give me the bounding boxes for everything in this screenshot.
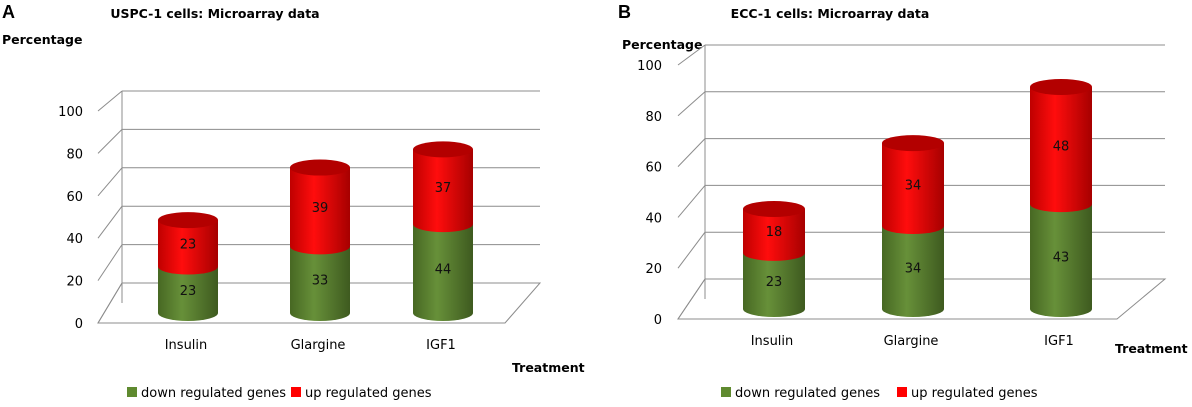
panel-b: B ECC-1 cells: Microarray data Percentag… xyxy=(618,2,1188,401)
side-wall-line xyxy=(97,129,123,154)
bar-value-label: 43 xyxy=(1053,251,1070,266)
category-labels: Insulin Glargine IGF1 xyxy=(751,334,1074,349)
legend-label: up regulated genes xyxy=(911,386,1038,401)
bar-segment xyxy=(290,246,350,321)
bar-value-label: 48 xyxy=(1053,140,1070,155)
bar-value-labels: 23 23 33 39 44 37 xyxy=(180,181,452,299)
bar-value-label: 37 xyxy=(435,181,452,196)
bar-value-label: 23 xyxy=(180,237,197,252)
category-label: Insulin xyxy=(751,334,794,349)
bar-segment xyxy=(743,252,805,317)
bar-value-label: 34 xyxy=(905,179,922,194)
side-wall-line xyxy=(677,185,706,218)
x-axis-title: Treatment xyxy=(1115,341,1188,356)
side-wall-line xyxy=(677,44,706,66)
floor xyxy=(97,282,542,324)
bar-value-labels: 23 18 34 34 43 48 xyxy=(766,140,1070,290)
y-tick-label: 100 xyxy=(58,105,83,120)
bar-value-label: 39 xyxy=(312,201,329,216)
y-tick-label: 100 xyxy=(637,59,662,74)
category-labels: Insulin Glargine IGF1 xyxy=(165,338,456,353)
bar-value-label: 34 xyxy=(905,262,922,277)
legend-swatch xyxy=(721,387,731,397)
y-tick-label: 20 xyxy=(645,262,662,277)
y-tick-label: 60 xyxy=(645,161,662,176)
bar-value-label: 23 xyxy=(180,284,197,299)
y-axis-title: Percentage xyxy=(622,37,702,52)
panel-letter: A xyxy=(2,2,15,22)
bar-segment xyxy=(158,266,218,321)
legend: down regulated genes up regulated genes xyxy=(127,386,432,401)
side-wall-line xyxy=(677,138,706,167)
bar-segment xyxy=(1030,204,1092,317)
bar-cap xyxy=(290,159,350,176)
panel-letter: B xyxy=(618,2,631,22)
category-label: Insulin xyxy=(165,338,208,353)
panel-a: A USPC-1 cells: Microarray data Percenta… xyxy=(2,2,585,401)
bar-cap xyxy=(413,141,473,158)
bar-segment xyxy=(158,220,218,275)
bar-segment xyxy=(743,208,805,261)
bar-cap xyxy=(743,200,805,217)
chart-title: ECC-1 cells: Microarray data xyxy=(731,6,930,21)
bar-segment xyxy=(1030,86,1092,213)
y-tick-label: 60 xyxy=(66,190,83,205)
bar-cap xyxy=(1030,78,1092,95)
bar-value-label: 44 xyxy=(435,263,452,278)
side-wall-line xyxy=(97,90,123,112)
bar-value-label: 33 xyxy=(312,274,329,289)
y-axis-title: Percentage xyxy=(2,32,82,47)
y-axis-ticks: 0 20 40 60 80 100 xyxy=(637,59,662,328)
x-axis-title: Treatment xyxy=(512,360,585,375)
y-axis-ticks: 0 20 40 60 80 100 xyxy=(58,105,83,332)
legend-label: up regulated genes xyxy=(305,386,432,401)
category-label: Glargine xyxy=(884,334,939,349)
bar-segment xyxy=(882,226,944,317)
y-tick-label: 0 xyxy=(654,313,662,328)
bar-segment xyxy=(882,143,944,235)
bar-segment xyxy=(290,167,350,255)
legend-swatch xyxy=(127,387,137,397)
bar-segment xyxy=(413,224,473,321)
side-wall-line xyxy=(677,91,706,117)
floor xyxy=(677,278,1167,320)
side-wall-line xyxy=(97,205,123,239)
legend-swatch xyxy=(897,387,907,397)
y-tick-label: 40 xyxy=(66,232,83,247)
legend-swatch xyxy=(291,387,301,397)
y-tick-label: 40 xyxy=(645,211,662,226)
category-label: IGF1 xyxy=(1044,334,1074,349)
bar-value-label: 23 xyxy=(766,275,783,290)
legend-label: down regulated genes xyxy=(141,386,286,401)
legend-label: down regulated genes xyxy=(735,386,880,401)
side-wall-line xyxy=(97,167,123,197)
bars xyxy=(743,78,1092,317)
y-tick-label: 0 xyxy=(75,317,83,332)
side-wall-line xyxy=(97,244,123,281)
y-tick-label: 80 xyxy=(645,110,662,125)
chart-title: USPC-1 cells: Microarray data xyxy=(110,6,319,21)
bar-value-label: 18 xyxy=(766,225,783,240)
bar-segment xyxy=(413,149,473,233)
category-label: IGF1 xyxy=(426,338,456,353)
legend: down regulated genes up regulated genes xyxy=(721,386,1038,401)
bar-cap xyxy=(882,135,944,152)
y-tick-label: 20 xyxy=(66,275,83,290)
side-wall-line xyxy=(677,231,706,269)
bar-cap xyxy=(158,212,218,229)
y-tick-label: 80 xyxy=(66,147,83,162)
category-label: Glargine xyxy=(291,338,346,353)
bars xyxy=(158,141,473,321)
